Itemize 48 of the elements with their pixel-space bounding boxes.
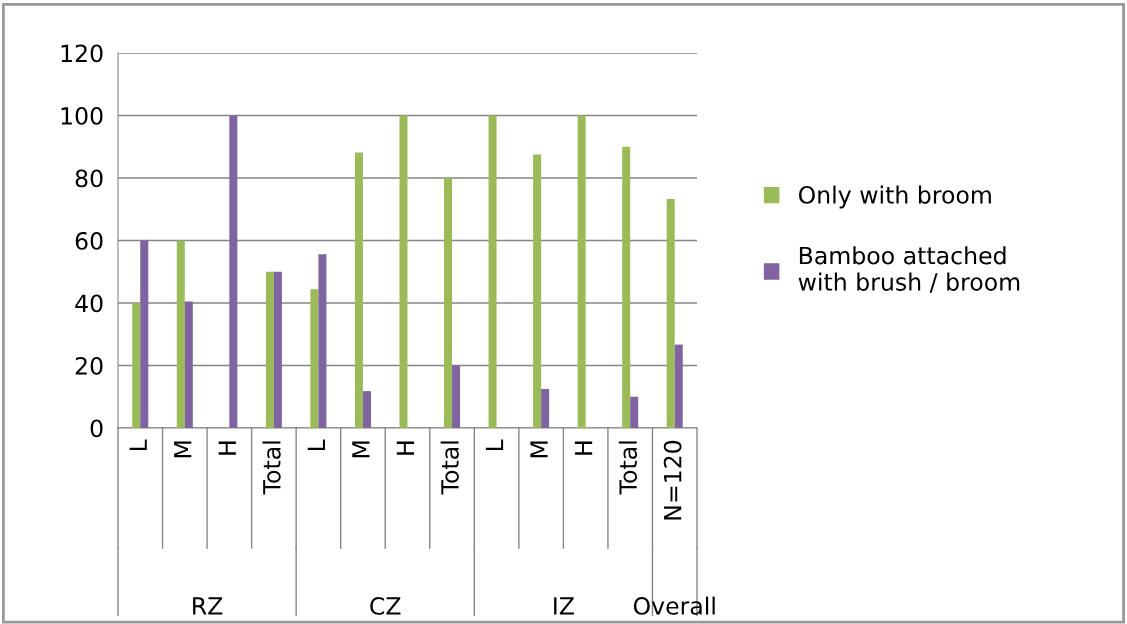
- y-tick-label: 80: [75, 169, 103, 188]
- bar: [318, 254, 327, 428]
- x-tick-label: H: [218, 441, 236, 455]
- x-tick-label: N=120: [663, 440, 682, 520]
- bar: [265, 271, 274, 428]
- bar: [310, 289, 319, 428]
- y-tick-label: 120: [61, 44, 103, 63]
- bar: [577, 115, 586, 428]
- x-tick-label: H: [396, 441, 415, 455]
- x-tick-label: L: [307, 439, 325, 451]
- bar: [541, 388, 550, 428]
- bar: [176, 240, 185, 428]
- x-tick-label: L: [129, 439, 147, 451]
- y-tick-label: 40: [75, 294, 103, 313]
- x-tick-label: Total: [440, 441, 459, 495]
- bar: [444, 178, 453, 428]
- text: Overall: [633, 596, 715, 615]
- bar: [184, 301, 193, 428]
- bar: [362, 391, 371, 428]
- y-tick-label: 100: [61, 106, 103, 125]
- bar: [229, 115, 238, 428]
- bar: [452, 365, 461, 428]
- bar: [674, 344, 683, 428]
- bar: [666, 198, 675, 428]
- bar: [488, 115, 497, 428]
- x-tick-label: Total: [618, 441, 638, 495]
- bar: [132, 303, 141, 428]
- text: RZ: [193, 597, 223, 615]
- legend-label: Bamboo attached with brush / broom: [798, 246, 1020, 293]
- bar: [399, 115, 408, 428]
- y-tick-label: 20: [75, 356, 103, 375]
- bar: [622, 146, 631, 428]
- x-tick-label: H: [574, 441, 593, 455]
- y-tick-label: 60: [75, 231, 103, 250]
- bar: [533, 154, 542, 428]
- bar: [630, 396, 639, 428]
- y-tick-label: 0: [90, 419, 103, 438]
- bar: [140, 240, 149, 428]
- text: IZ: [554, 597, 574, 615]
- bar: [354, 152, 363, 428]
- text: CZ: [370, 596, 401, 615]
- bar: [273, 271, 282, 428]
- x-tick-label: M: [352, 441, 370, 458]
- x-tick-label: M: [530, 441, 548, 458]
- x-tick-label: L: [485, 439, 504, 451]
- legend-label: Only with broom: [798, 185, 991, 209]
- x-tick-label: Total: [262, 441, 281, 495]
- x-tick-label: M: [174, 441, 192, 458]
